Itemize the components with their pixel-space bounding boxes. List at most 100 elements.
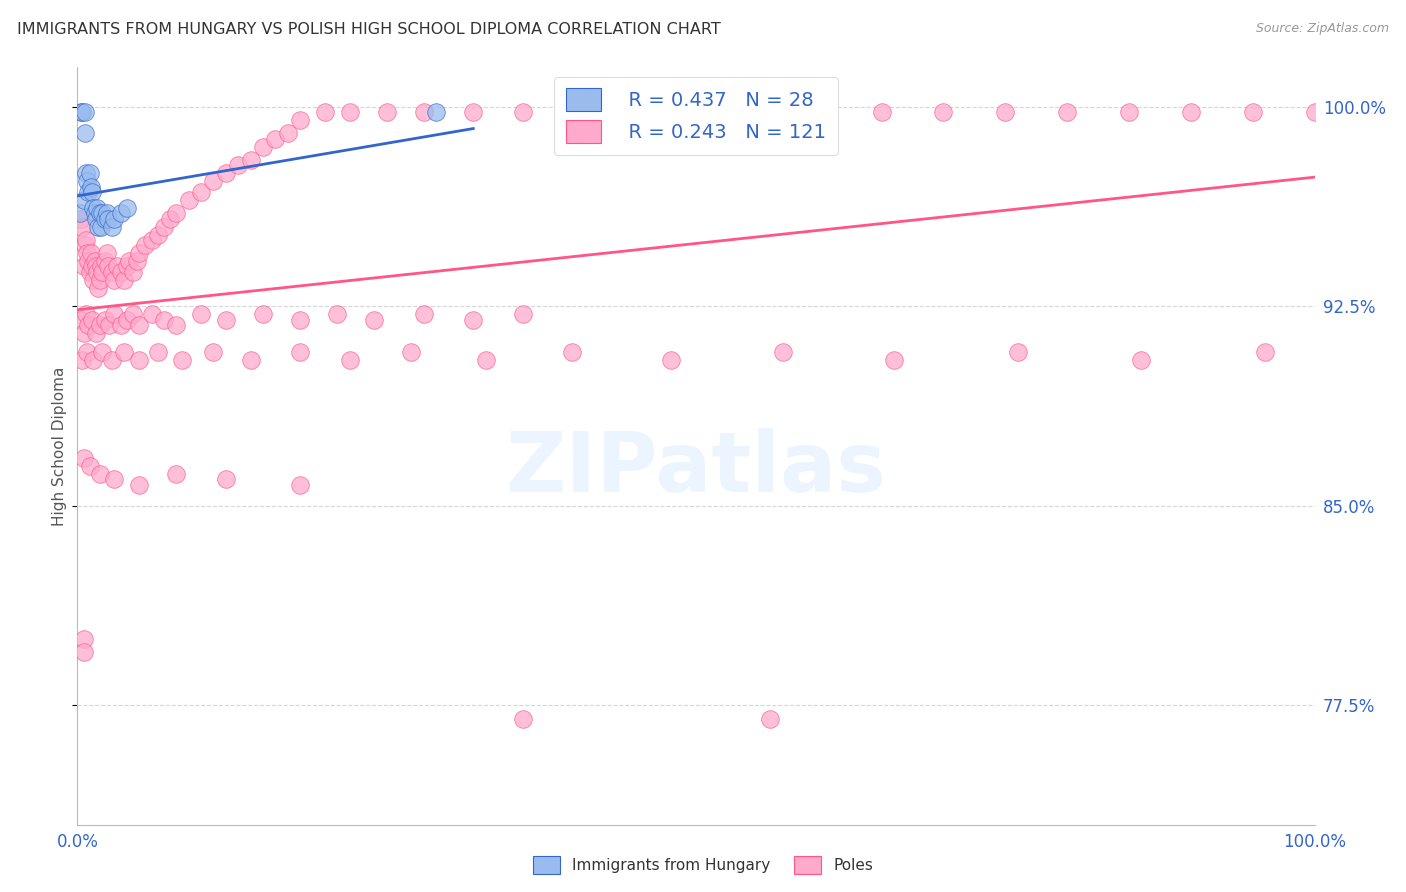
Point xyxy=(363,312,385,326)
Point xyxy=(122,265,145,279)
Point xyxy=(215,166,238,180)
Point xyxy=(512,105,534,120)
Point xyxy=(326,307,349,321)
Point xyxy=(202,344,225,359)
Point xyxy=(252,307,274,321)
Point xyxy=(80,179,103,194)
Point xyxy=(79,458,101,473)
Text: Source: ZipAtlas.com: Source: ZipAtlas.com xyxy=(1256,22,1389,36)
Point xyxy=(932,105,955,120)
Point xyxy=(93,211,115,226)
Point xyxy=(89,318,111,332)
Point xyxy=(79,166,101,180)
Point xyxy=(87,281,110,295)
Point xyxy=(883,352,905,367)
Point xyxy=(97,211,120,226)
Point xyxy=(659,352,682,367)
Point xyxy=(96,246,118,260)
Point xyxy=(870,105,893,120)
Point xyxy=(83,206,105,220)
Point xyxy=(73,127,96,141)
Point xyxy=(75,233,97,247)
Point xyxy=(226,158,249,172)
Point xyxy=(91,206,114,220)
Point xyxy=(314,105,336,120)
Point xyxy=(103,273,125,287)
Point xyxy=(118,254,141,268)
Point xyxy=(134,238,156,252)
Point xyxy=(425,105,447,120)
Point xyxy=(288,312,311,326)
Point xyxy=(89,273,111,287)
Point xyxy=(202,174,225,188)
Point xyxy=(110,265,132,279)
Point xyxy=(375,105,398,120)
Y-axis label: High School Diploma: High School Diploma xyxy=(52,367,67,525)
Point xyxy=(165,467,187,481)
Point xyxy=(463,105,485,120)
Point xyxy=(70,105,93,120)
Point xyxy=(463,312,485,326)
Point xyxy=(83,254,105,268)
Point xyxy=(1241,105,1264,120)
Text: IMMIGRANTS FROM HUNGARY VS POLISH HIGH SCHOOL DIPLOMA CORRELATION CHART: IMMIGRANTS FROM HUNGARY VS POLISH HIGH S… xyxy=(17,22,721,37)
Point xyxy=(103,472,125,486)
Point xyxy=(128,477,150,491)
Point xyxy=(93,254,115,268)
Point xyxy=(772,344,794,359)
Point xyxy=(994,105,1017,120)
Point xyxy=(1056,105,1078,120)
Point xyxy=(165,318,187,332)
Point xyxy=(128,318,150,332)
Point xyxy=(98,318,121,332)
Point xyxy=(264,132,287,146)
Point xyxy=(110,318,132,332)
Point xyxy=(125,254,148,268)
Point xyxy=(75,307,97,321)
Point xyxy=(685,105,707,120)
Point xyxy=(115,201,138,215)
Point xyxy=(623,105,645,120)
Point xyxy=(190,307,212,321)
Point xyxy=(105,260,128,274)
Point xyxy=(72,326,94,340)
Point xyxy=(747,105,769,120)
Text: ZIPatlas: ZIPatlas xyxy=(506,428,886,509)
Point xyxy=(86,265,108,279)
Legend:   R = 0.437   N = 28,   R = 0.243   N = 121: R = 0.437 N = 28, R = 0.243 N = 121 xyxy=(554,77,838,154)
Point xyxy=(72,632,94,646)
Point xyxy=(112,273,135,287)
Point xyxy=(91,265,114,279)
Point xyxy=(79,265,101,279)
Point xyxy=(72,219,94,234)
Point xyxy=(215,472,238,486)
Point xyxy=(153,312,176,326)
Point xyxy=(84,211,107,226)
Point xyxy=(401,344,423,359)
Point xyxy=(190,185,212,199)
Point xyxy=(110,206,132,220)
Point xyxy=(84,260,107,274)
Point xyxy=(146,227,169,242)
Point xyxy=(82,260,104,274)
Point xyxy=(339,352,361,367)
Point xyxy=(172,352,194,367)
Point xyxy=(89,206,111,220)
Point xyxy=(112,344,135,359)
Point xyxy=(75,166,97,180)
Point xyxy=(165,206,187,220)
Point xyxy=(277,127,299,141)
Point xyxy=(82,201,104,215)
Point xyxy=(141,233,163,247)
Point xyxy=(72,352,94,367)
Point xyxy=(96,206,118,220)
Point xyxy=(72,450,94,465)
Point xyxy=(239,153,262,167)
Point xyxy=(84,326,107,340)
Point xyxy=(76,174,98,188)
Point xyxy=(72,260,94,274)
Point xyxy=(70,312,93,326)
Point xyxy=(141,307,163,321)
Point xyxy=(561,344,583,359)
Point xyxy=(82,312,104,326)
